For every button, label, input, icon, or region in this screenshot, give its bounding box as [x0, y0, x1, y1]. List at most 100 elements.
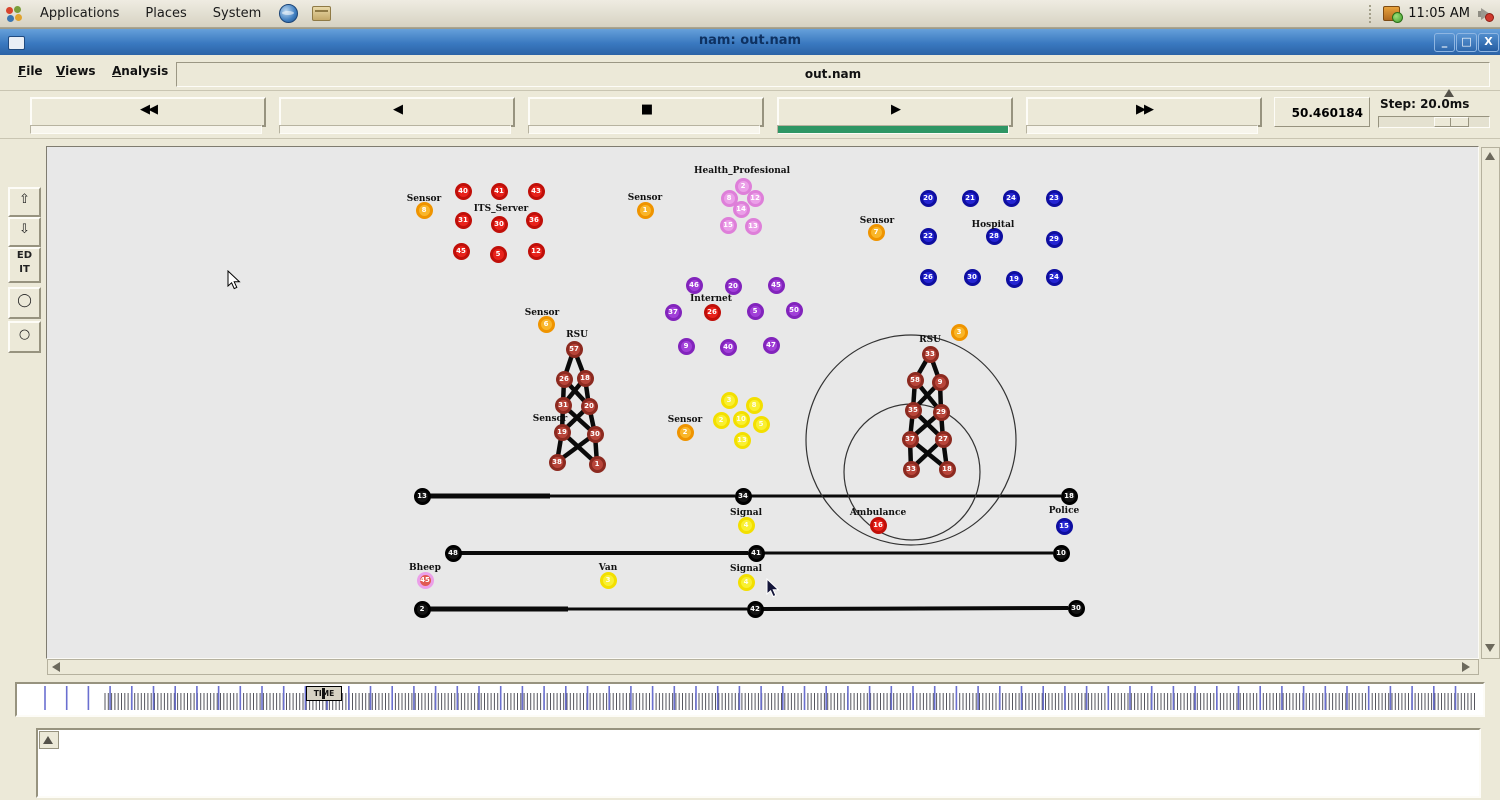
- node-its-server-12[interactable]: 12: [527, 242, 545, 260]
- node-sensor-6[interactable]: 6: [537, 315, 555, 333]
- playback-step-back-button[interactable]: ◀: [279, 97, 515, 127]
- playback-fast-forward-button[interactable]: ▶▶: [1026, 97, 1262, 127]
- node-internet-47[interactable]: 47: [762, 336, 780, 354]
- node-sensor-8[interactable]: 8: [415, 201, 433, 219]
- node-its-server-40[interactable]: 40: [454, 182, 472, 200]
- road-link[interactable]: [762, 606, 1069, 611]
- node-sensor-3[interactable]: 3: [950, 323, 968, 341]
- close-button[interactable]: X: [1478, 33, 1499, 52]
- tool-zoom-out-button[interactable]: ⇩: [8, 217, 41, 247]
- node-rsu-left-30[interactable]: 30: [586, 425, 604, 443]
- node-internet-40[interactable]: 40: [719, 338, 737, 356]
- node-road-junction-42[interactable]: 42: [746, 600, 764, 618]
- node-road-junction-2[interactable]: 2: [413, 600, 431, 618]
- node-road-junction-34[interactable]: 34: [734, 487, 752, 505]
- node-sensor-7[interactable]: 7: [867, 223, 885, 241]
- node-health-profesional-15[interactable]: 15: [719, 216, 737, 234]
- playback-play-button[interactable]: ▶: [777, 97, 1013, 127]
- node-wlan-cluster-3[interactable]: 3: [720, 391, 738, 409]
- node-its-server-41[interactable]: 41: [490, 182, 508, 200]
- panel-grip[interactable]: [1369, 4, 1375, 23]
- node-road-junction-13[interactable]: 13: [413, 487, 431, 505]
- node-road-junction-41[interactable]: 41: [747, 544, 765, 562]
- panel-menu-applications[interactable]: Applications: [40, 6, 120, 21]
- resize-arrow[interactable]: [1444, 89, 1458, 100]
- node-wlan-cluster-13[interactable]: 13: [733, 431, 751, 449]
- node-police-15[interactable]: 15: [1055, 517, 1073, 535]
- tool-edit-button[interactable]: ED IT: [8, 247, 41, 283]
- timeline[interactable]: TIME: [15, 682, 1485, 717]
- software-update-icon[interactable]: [1383, 6, 1404, 23]
- node-rsu-right-35[interactable]: 35: [904, 401, 922, 419]
- node-van-3[interactable]: 3: [599, 571, 617, 589]
- volume-icon[interactable]: [1478, 7, 1494, 22]
- node-road-junction-48[interactable]: 48: [444, 544, 462, 562]
- panel-menu-places[interactable]: Places: [145, 6, 187, 21]
- node-health-profesional-8[interactable]: 8: [720, 189, 738, 207]
- node-signal-4[interactable]: 4: [737, 516, 755, 534]
- node-rsu-left-20[interactable]: 20: [580, 397, 598, 415]
- node-hospital-24[interactable]: 24: [1002, 189, 1020, 207]
- scroll-left-icon[interactable]: [52, 662, 60, 672]
- node-signal-4[interactable]: 4: [737, 573, 755, 591]
- node-hospital-21[interactable]: 21: [961, 189, 979, 207]
- step-slider[interactable]: [1378, 116, 1490, 128]
- node-health-profesional-14[interactable]: 14: [732, 200, 750, 218]
- window-menu-button[interactable]: [8, 36, 25, 50]
- node-internet-5[interactable]: 5: [746, 302, 764, 320]
- menu-views[interactable]: Views: [56, 64, 96, 78]
- scroll-down-icon[interactable]: [1485, 644, 1495, 652]
- node-health-profesional-2[interactable]: 2: [734, 177, 752, 195]
- node-its-server-45[interactable]: 45: [452, 242, 470, 260]
- playback-rewind-button[interactable]: ◀◀: [30, 97, 266, 127]
- node-internet-20[interactable]: 20: [724, 277, 742, 295]
- maximize-button[interactable]: □: [1456, 33, 1477, 52]
- node-internet-9[interactable]: 9: [677, 337, 695, 355]
- node-its-server-43[interactable]: 43: [527, 182, 545, 200]
- node-rsu-right-37[interactable]: 37: [901, 430, 919, 448]
- menu-analysis[interactable]: Analysis: [112, 64, 169, 78]
- node-wlan-cluster-10[interactable]: 10: [732, 410, 750, 428]
- node-bheep-45[interactable]: 45: [416, 571, 434, 589]
- node-hospital-19[interactable]: 19: [1005, 270, 1023, 288]
- node-rsu-left-18[interactable]: 18: [576, 369, 594, 387]
- playback-stop-button[interactable]: ■: [528, 97, 764, 127]
- step-slider-handle[interactable]: [1434, 117, 1469, 127]
- node-rsu-right-29[interactable]: 29: [932, 403, 950, 421]
- menu-file[interactable]: File: [18, 64, 43, 78]
- node-ambulance-16[interactable]: 16: [869, 516, 887, 534]
- node-rsu-left-38[interactable]: 38: [548, 453, 566, 471]
- node-hospital-23[interactable]: 23: [1045, 189, 1063, 207]
- node-its-server-36[interactable]: 36: [525, 211, 543, 229]
- node-hospital-20[interactable]: 20: [919, 189, 937, 207]
- node-road-junction-10[interactable]: 10: [1052, 544, 1070, 562]
- node-sensor-2[interactable]: 2: [676, 423, 694, 441]
- node-wlan-cluster-5[interactable]: 5: [752, 415, 770, 433]
- node-rsu-right-9[interactable]: 9: [931, 373, 949, 391]
- web-browser-icon[interactable]: [279, 4, 299, 23]
- node-its-server-5[interactable]: 5: [489, 245, 507, 263]
- node-wlan-cluster-8[interactable]: 8: [745, 396, 763, 414]
- node-rsu-right-58[interactable]: 58: [906, 371, 924, 389]
- minimize-button[interactable]: _: [1434, 33, 1455, 52]
- node-its-server-31[interactable]: 31: [454, 211, 472, 229]
- node-rsu-right-33[interactable]: 33: [902, 460, 920, 478]
- distro-logo-icon[interactable]: [6, 5, 22, 22]
- node-its-server-30[interactable]: 30: [490, 215, 508, 233]
- node-internet-50[interactable]: 50: [785, 301, 803, 319]
- clock[interactable]: 11:05 AM: [1408, 6, 1470, 21]
- node-rsu-left-57[interactable]: 57: [565, 340, 583, 358]
- file-drawer-icon[interactable]: [312, 6, 332, 21]
- node-hospital-28[interactable]: 28: [985, 227, 1003, 245]
- node-sensor-1[interactable]: 1: [636, 201, 654, 219]
- tool-select-small-node-button[interactable]: ○: [8, 321, 41, 353]
- node-hospital-26[interactable]: 26: [919, 268, 937, 286]
- node-rsu-left-26[interactable]: 26: [555, 370, 573, 388]
- time-marker[interactable]: TIME: [306, 686, 342, 701]
- panel-menu-system[interactable]: System: [212, 6, 262, 21]
- scroll-up-icon[interactable]: [1485, 152, 1495, 160]
- annotation-scroll-button[interactable]: [39, 731, 59, 749]
- node-internet-37[interactable]: 37: [664, 303, 682, 321]
- node-internet-46[interactable]: 46: [685, 276, 703, 294]
- horizontal-scrollbar[interactable]: [47, 659, 1479, 675]
